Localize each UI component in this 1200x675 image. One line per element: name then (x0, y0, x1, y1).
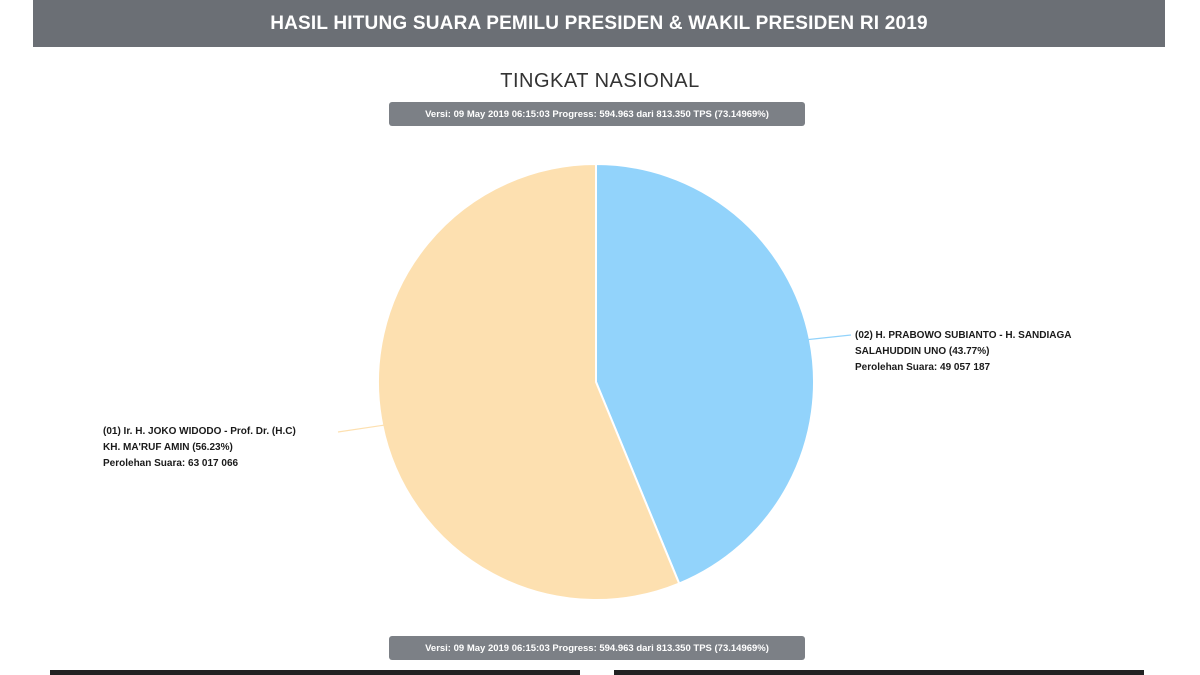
label-prabowo: (02) H. PRABOWO SUBIANTO - H. SANDIAGA S… (855, 328, 1072, 376)
pie-group (337, 162, 852, 601)
table-header-right (614, 670, 1144, 675)
chart-subtitle: TINGKAT NASIONAL (500, 70, 700, 92)
label-jokowi-line-3: Perolehan Suara: 63 017 066 (103, 458, 239, 469)
table-header-left (50, 670, 580, 675)
label-prabowo-line-2: SALAHUDDIN UNO (43.77%) (855, 346, 990, 357)
label-jokowi: (01) Ir. H. JOKO WIDODO - Prof. Dr. (H.C… (103, 424, 296, 472)
pie-slice-jokowi[interactable] (376, 162, 681, 601)
label-prabowo-line-3: Perolehan Suara: 49 057 187 (855, 362, 991, 373)
label-jokowi-line-2: KH. MA'RUF AMIN (56.23%) (103, 442, 233, 453)
header-title: HASIL HITUNG SUARA PEMILU PRESIDEN & WAK… (270, 12, 928, 34)
page-header: HASIL HITUNG SUARA PEMILU PRESIDEN & WAK… (33, 0, 1165, 47)
label-prabowo-line-1: (02) H. PRABOWO SUBIANTO - H. SANDIAGA (855, 330, 1072, 341)
version-badge-top: Versi: 09 May 2019 06:15:03 Progress: 59… (389, 102, 805, 126)
version-badge-bottom: Versi: 09 May 2019 06:15:03 Progress: 59… (389, 636, 805, 660)
label-jokowi-line-1: (01) Ir. H. JOKO WIDODO - Prof. Dr. (H.C… (103, 426, 296, 437)
connector-line-jokowi (337, 424, 386, 433)
connector-line-prabowo (803, 334, 852, 341)
